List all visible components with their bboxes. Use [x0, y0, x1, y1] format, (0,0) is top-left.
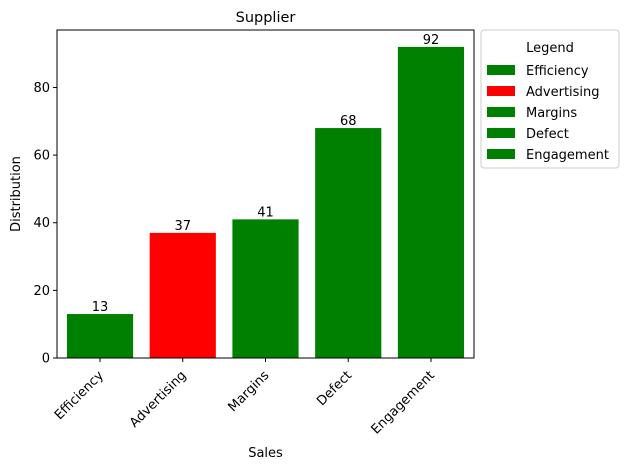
value-label-advertising: 37: [174, 219, 191, 234]
legend-swatch-advertising: [487, 86, 515, 96]
legend-swatch-engagement: [487, 149, 515, 159]
legend-label-defect: Defect: [526, 127, 569, 142]
y-tick-label: 60: [33, 149, 50, 164]
legend: Legend Efficiency Advertising Margins Defec…: [481, 30, 619, 168]
legend-title: Legend: [526, 41, 574, 56]
chart-title: Supplier: [236, 10, 296, 26]
value-label-margins: 41: [257, 205, 274, 220]
x-tick-label-defect: Defect: [314, 368, 355, 409]
legend-label-margins: Margins: [526, 106, 577, 121]
x-tick-label-advertising: Advertising: [127, 368, 190, 431]
y-tick-label: 80: [33, 81, 50, 96]
value-label-engagement: 92: [423, 33, 440, 48]
bar-margins: [232, 219, 298, 358]
x-tick-label-engagement: Engagement: [369, 368, 438, 437]
value-label-defect: 68: [340, 114, 357, 129]
y-tick-label: 40: [33, 216, 50, 231]
y-tick-label: 20: [33, 284, 50, 299]
legend-swatch-margins: [487, 107, 515, 117]
x-tick-label-margins: Margins: [226, 368, 273, 415]
x-tick-label-efficiency: Efficiency: [52, 368, 107, 423]
bar-engagement: [398, 47, 464, 358]
legend-label-efficiency: Efficiency: [526, 64, 589, 79]
bar-defect: [315, 128, 381, 358]
bar-efficiency: [67, 314, 133, 358]
bar-advertising: [150, 233, 216, 358]
y-axis-label: Distribution: [9, 156, 24, 232]
legend-label-advertising: Advertising: [526, 85, 600, 100]
legend-label-engagement: Engagement: [526, 148, 609, 163]
legend-swatch-defect: [487, 128, 515, 138]
y-tick-label: 0: [42, 352, 50, 367]
x-axis-label: Sales: [248, 446, 283, 461]
legend-swatch-efficiency: [487, 65, 515, 75]
value-label-efficiency: 13: [92, 300, 109, 315]
